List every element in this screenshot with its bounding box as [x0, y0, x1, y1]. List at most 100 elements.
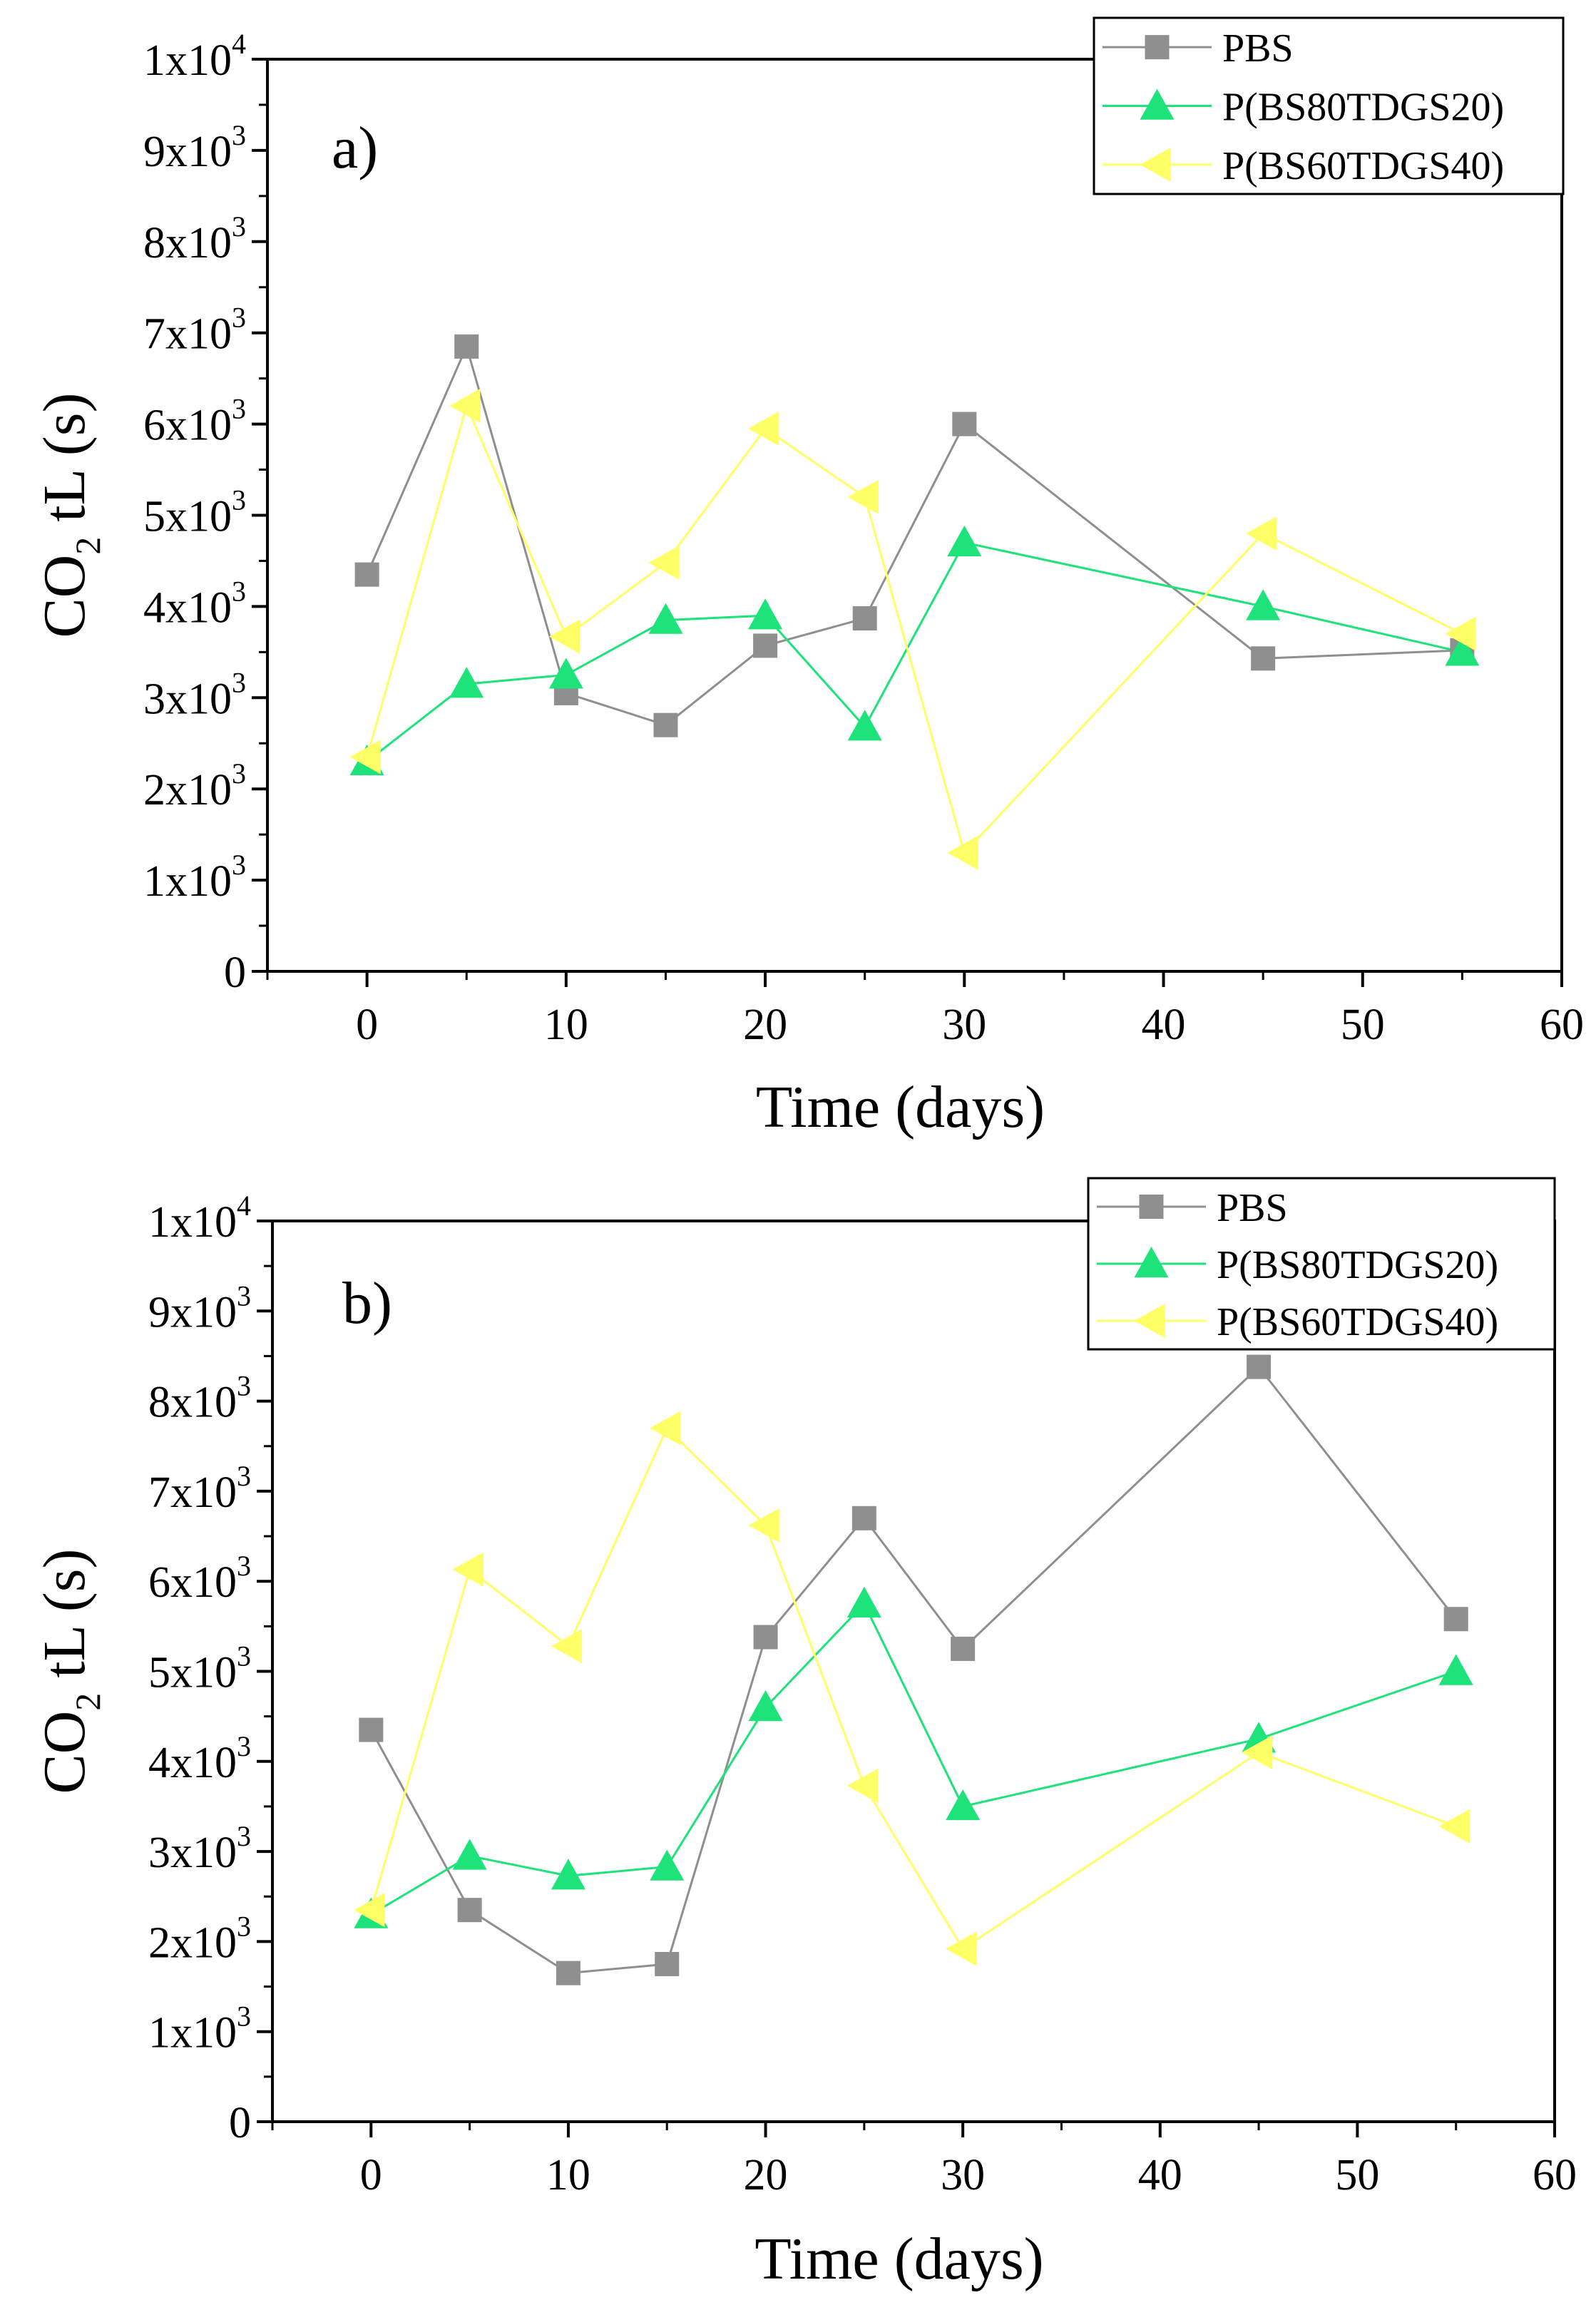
y-axis-title: CO2 tL (s): [31, 1549, 108, 1794]
data-point-p-bs60tdgs40: [650, 1411, 681, 1446]
data-point-pbs: [454, 334, 479, 359]
legend-label-pbs: PBS: [1222, 26, 1294, 71]
y-axis-title: CO2 tL (s): [31, 393, 108, 638]
data-point-pbs: [655, 1951, 680, 1976]
plot-frame: [266, 58, 1563, 973]
data-point-p-bs80tdgs20: [1438, 1654, 1473, 1685]
y-tick-label: 7x103: [143, 302, 246, 359]
chart-panel-b: 0 10 20 30 40 50 60 0 1x103 2x103 3x103 4x103 5x103 6…: [31, 1177, 1577, 2292]
series-line-p-bs60tdgs40: [366, 402, 1463, 855]
data-point-p-bs60tdgs40: [548, 619, 580, 654]
legend-label-p-bs80tdgs20: P(BS80TDGS20): [1217, 1243, 1498, 1287]
data-point-p-bs80tdgs20: [946, 1789, 981, 1821]
series-line-pbs: [369, 1365, 1457, 1975]
chart-panel-a: 0 10 20 30 40 50 60 0 1x103 2x103 3x103 4x103 5x103 6…: [31, 16, 1584, 1140]
data-point-pbs: [852, 606, 877, 631]
data-point-p-bs80tdgs20: [748, 1690, 783, 1722]
y-tick-label: 1x103: [143, 849, 246, 906]
x-tick-label: 30: [942, 1001, 986, 1049]
data-point-p-bs60tdgs40: [354, 1893, 385, 1928]
data-point-p-bs60tdgs40: [452, 1552, 484, 1587]
x-tick-label: 0: [360, 2151, 382, 2199]
data-point-p-bs80tdgs20: [449, 667, 484, 698]
y-tick-label: 4x103: [143, 575, 246, 632]
data-point-p-bs60tdgs40: [847, 479, 879, 514]
data-point-pbs: [1251, 646, 1276, 671]
x-tick-label: 50: [1335, 2151, 1379, 2199]
data-point-pbs: [952, 412, 977, 436]
y-tick-label: 9x103: [143, 119, 246, 176]
x-tick-label: 20: [744, 2151, 788, 2199]
data-point-p-bs60tdgs40: [846, 1768, 879, 1803]
x-tick-label: 30: [941, 2151, 985, 2199]
data-point-pbs: [753, 1625, 778, 1650]
legend-marker-p-bs60tdgs40: [1140, 147, 1171, 182]
data-point-p-bs80tdgs20: [548, 658, 583, 689]
y-tick-label: 7x103: [148, 1460, 251, 1517]
legend-marker-p-bs80tdgs20: [1140, 88, 1175, 120]
data-point-p-bs80tdgs20: [846, 1586, 881, 1617]
y-tick-label: 1x104: [148, 1190, 251, 1247]
legend-marker-pbs: [1139, 1195, 1164, 1219]
data-point-p-bs80tdgs20: [748, 598, 783, 630]
data-point-p-bs80tdgs20: [847, 710, 882, 741]
y-tick-label: 2x103: [148, 1910, 251, 1967]
x-axis-title: Time (days): [754, 2226, 1043, 2292]
panel-label: b): [342, 1270, 392, 1336]
data-point-p-bs60tdgs40: [946, 1931, 977, 1966]
x-tick-label: 10: [544, 1001, 588, 1049]
y-tick-label: 4x103: [148, 1730, 251, 1787]
y-tick-label: 6x103: [148, 1550, 251, 1607]
panel-label: a): [332, 115, 378, 181]
data-point-pbs: [851, 1506, 876, 1530]
data-point-p-bs60tdgs40: [748, 1508, 779, 1543]
legend-label-p-bs60tdgs40: P(BS60TDGS40): [1217, 1300, 1498, 1344]
data-point-p-bs80tdgs20: [1445, 635, 1480, 666]
legend-label-p-bs80tdgs20: P(BS80TDGS20): [1222, 86, 1504, 130]
legend-marker-pbs: [1145, 35, 1170, 60]
data-point-p-bs80tdgs20: [650, 1849, 685, 1881]
x-tick-label: 40: [1138, 2151, 1182, 2199]
data-point-p-bs60tdgs40: [1438, 1809, 1470, 1844]
x-tick-label: 50: [1341, 1001, 1385, 1049]
series-line-pbs: [366, 343, 1463, 727]
data-point-p-bs80tdgs20: [947, 525, 982, 557]
data-point-pbs: [653, 712, 678, 737]
data-point-pbs: [354, 562, 379, 587]
legend-marker-p-bs80tdgs20: [1134, 1247, 1169, 1278]
data-point-p-bs80tdgs20: [648, 603, 683, 634]
data-point-p-bs60tdgs40: [349, 740, 381, 775]
y-tick-label: 5x103: [148, 1640, 251, 1697]
data-point-pbs: [951, 1636, 976, 1661]
data-point-pbs: [1443, 1607, 1468, 1632]
x-tick-label: 60: [1540, 1001, 1584, 1049]
data-point-pbs: [1247, 1354, 1272, 1379]
y-tick-label: 9x103: [148, 1279, 251, 1336]
x-tick-label: 10: [546, 2151, 590, 2199]
y-tick-label: 3x103: [143, 666, 246, 723]
x-tick-label: 60: [1533, 2151, 1577, 2199]
legend-marker-p-bs60tdgs40: [1134, 1304, 1165, 1338]
x-tick-label: 20: [743, 1001, 787, 1049]
y-tick-label: 8x103: [148, 1370, 251, 1427]
y-tick-label: 6x103: [143, 393, 246, 450]
y-tick-label: 0: [229, 2099, 251, 2147]
legend-label-p-bs60tdgs40: P(BS60TDGS40): [1222, 144, 1504, 188]
y-tick-label: 1x103: [148, 2000, 251, 2058]
data-point-pbs: [457, 1898, 482, 1923]
y-tick-label: 2x103: [143, 757, 246, 814]
data-point-pbs: [359, 1717, 384, 1742]
y-tick-label: 1x104: [143, 28, 246, 85]
data-point-p-bs60tdgs40: [551, 1629, 583, 1664]
data-point-p-bs80tdgs20: [1246, 589, 1281, 620]
data-point-p-bs80tdgs20: [452, 1839, 487, 1870]
series-line-p-bs60tdgs40: [369, 1426, 1457, 1951]
data-point-pbs: [556, 1961, 580, 1985]
y-tick-label: 5x103: [143, 484, 246, 541]
data-point-p-bs60tdgs40: [748, 411, 779, 446]
data-point-pbs: [753, 633, 778, 658]
data-point-p-bs60tdgs40: [449, 389, 481, 424]
y-tick-label: 8x103: [143, 210, 246, 267]
y-tick-label: 3x103: [148, 1820, 251, 1877]
